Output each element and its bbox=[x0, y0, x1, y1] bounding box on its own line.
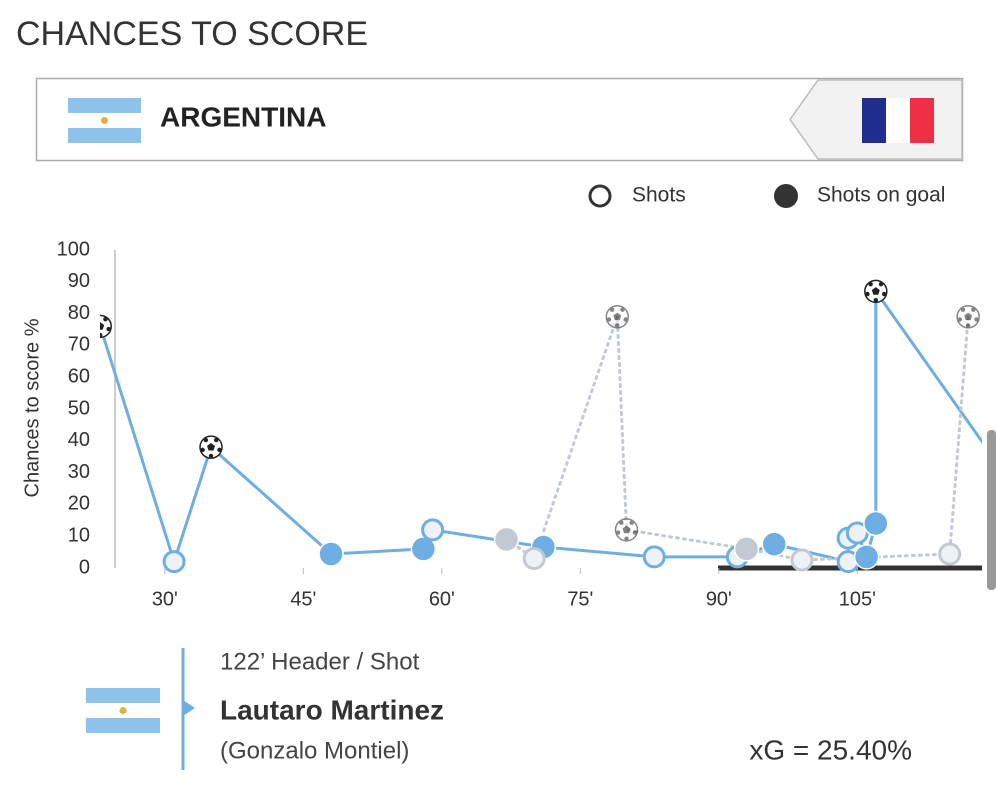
x-tick-label: 75' bbox=[567, 588, 593, 610]
shot-marker bbox=[845, 521, 869, 545]
ball-patch bbox=[207, 442, 216, 451]
detail-player: Lautaro Martinez bbox=[220, 694, 444, 725]
goal-marker bbox=[864, 279, 888, 304]
ball-patch bbox=[208, 453, 214, 459]
ball-patch bbox=[103, 317, 108, 322]
detail-event: 122’ Header / Shot bbox=[220, 648, 420, 675]
argentina-flag bbox=[68, 98, 141, 143]
x-tick-label: 60' bbox=[429, 588, 455, 610]
x-tick-label: 90' bbox=[706, 588, 732, 610]
team-header: ARGENTINA bbox=[35, 77, 964, 162]
legend: Shots Shots on goal bbox=[588, 184, 945, 208]
ball-patch bbox=[868, 282, 873, 287]
y-axis-label: Chances to score % bbox=[21, 318, 43, 497]
ball-patch bbox=[609, 307, 615, 312]
goal-marker bbox=[90, 314, 112, 339]
ball-patch bbox=[615, 530, 621, 535]
detail-xg: xG = 25.40% bbox=[749, 734, 912, 765]
ball-patch bbox=[878, 282, 884, 287]
ball-patch bbox=[632, 530, 638, 535]
ball-patch bbox=[100, 332, 103, 338]
ball-patch bbox=[881, 291, 887, 297]
y-tick-label: 80 bbox=[68, 302, 90, 324]
shot-detail: 122’ Header / Shot Lautaro Martinez (Gon… bbox=[86, 648, 912, 770]
shot-marker bbox=[642, 545, 666, 569]
y-tick-label: 100 bbox=[57, 238, 90, 260]
detail-pointer bbox=[183, 700, 195, 716]
shot-marker bbox=[421, 518, 445, 542]
series-line bbox=[100, 286, 982, 567]
shot-on-goal-marker bbox=[733, 536, 760, 562]
ball-patch bbox=[90, 327, 94, 331]
shot-marker bbox=[162, 550, 186, 574]
ball-patch bbox=[613, 312, 622, 321]
france-flag bbox=[862, 98, 934, 143]
y-tick-label: 90 bbox=[68, 270, 90, 292]
legend-label: Shots bbox=[632, 184, 686, 207]
ball-patch bbox=[606, 317, 612, 322]
scrollbar[interactable] bbox=[987, 430, 996, 590]
shot-marker bbox=[522, 546, 546, 570]
ball-patch bbox=[871, 287, 880, 295]
shot-marker bbox=[790, 548, 814, 572]
legend-on-goal-marker bbox=[774, 184, 798, 208]
detail-flag bbox=[86, 688, 160, 733]
y-tick-label: 70 bbox=[68, 334, 90, 356]
ball-patch bbox=[964, 312, 973, 321]
ball-patch bbox=[960, 307, 966, 312]
ball-patch bbox=[619, 520, 624, 525]
detail-assist: (Gonzalo Montiel) bbox=[220, 737, 409, 764]
shot-on-goal-marker bbox=[410, 536, 437, 562]
team-name: ARGENTINA bbox=[160, 101, 326, 132]
legend-shot-marker bbox=[588, 184, 612, 208]
ball-patch bbox=[624, 536, 629, 541]
ball-patch bbox=[629, 520, 634, 525]
ball-patch bbox=[200, 447, 205, 453]
shot-on-goal-marker bbox=[863, 510, 889, 537]
y-tick-label: 50 bbox=[68, 397, 90, 419]
ball-patch bbox=[213, 437, 219, 443]
plot-area bbox=[90, 279, 982, 574]
ball-patch bbox=[974, 317, 979, 322]
x-tick-label: 45' bbox=[290, 588, 316, 610]
y-tick-label: 10 bbox=[68, 524, 90, 546]
series-line bbox=[504, 315, 970, 562]
ball-patch bbox=[620, 307, 625, 312]
ball-patch bbox=[873, 297, 879, 303]
goal-marker bbox=[956, 305, 980, 329]
shot-on-goal-marker bbox=[493, 526, 520, 553]
ball-patch bbox=[957, 317, 962, 322]
goal-marker bbox=[614, 518, 639, 542]
shot-on-goal-marker bbox=[853, 544, 880, 570]
ball-patch bbox=[203, 437, 209, 443]
shot-on-goal-marker bbox=[318, 541, 344, 567]
y-tick-label: 0 bbox=[79, 556, 90, 578]
y-tick-label: 30 bbox=[68, 461, 90, 483]
legend-label: Shots on goal bbox=[817, 184, 945, 207]
goal-marker bbox=[605, 305, 630, 329]
ball bbox=[100, 314, 112, 339]
ball-patch bbox=[100, 322, 105, 330]
goal-marker bbox=[199, 435, 223, 459]
ball-patch bbox=[217, 447, 222, 453]
x-tick-label: 30' bbox=[152, 588, 178, 610]
shot-marker bbox=[938, 542, 962, 566]
ball-patch bbox=[106, 326, 111, 332]
ball-patch bbox=[622, 525, 631, 534]
ball-patch bbox=[971, 307, 976, 312]
ball-patch bbox=[965, 323, 971, 328]
ball-patch bbox=[623, 317, 628, 322]
ball-patch bbox=[615, 323, 620, 328]
ball-patch bbox=[93, 317, 97, 321]
page-title: CHANCES TO SCORE bbox=[16, 15, 368, 53]
x-tick-label: 105' bbox=[839, 588, 876, 610]
y-tick-label: 20 bbox=[68, 493, 90, 515]
shot-on-goal-marker bbox=[761, 531, 788, 557]
ball-patch bbox=[865, 291, 870, 297]
y-tick-label: 40 bbox=[68, 429, 90, 451]
y-tick-label: 60 bbox=[68, 365, 90, 387]
